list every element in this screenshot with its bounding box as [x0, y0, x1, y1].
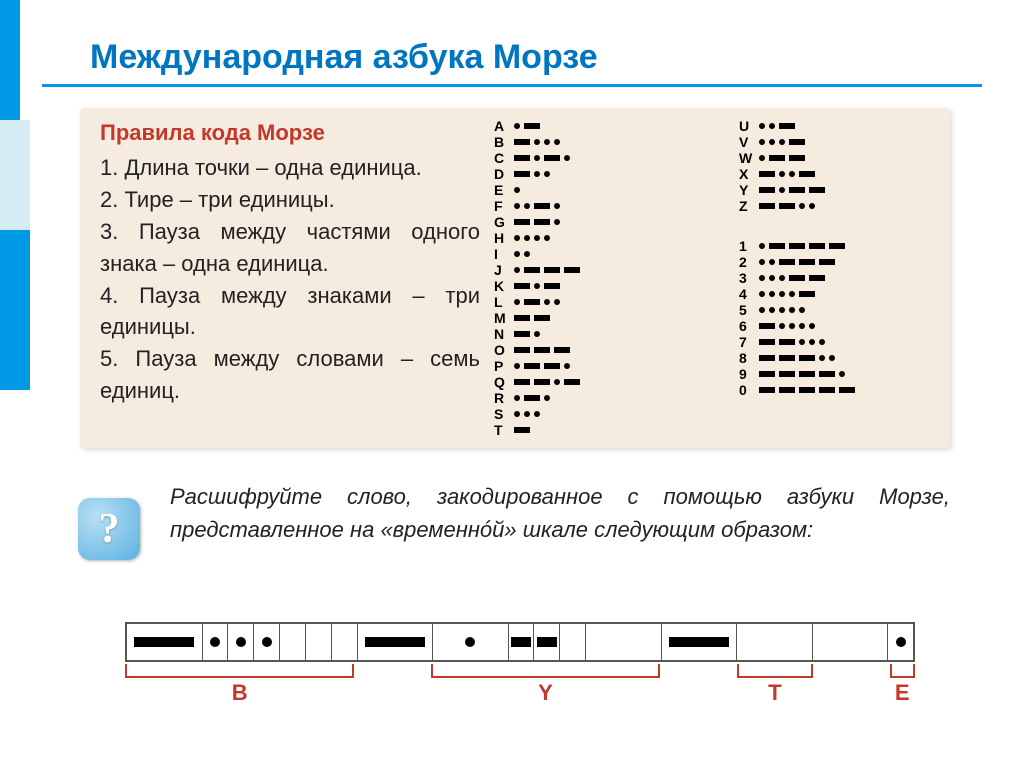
timeline-cell [332, 624, 358, 660]
morse-chart: ABCDEFGHIJKLMNOPQRST UVWXYZ 1234567890 [494, 118, 924, 438]
rules-box: Правила кода Морзе 1. Длина точки – одна… [80, 108, 950, 448]
chart-row: O [494, 342, 582, 358]
chart-row: 0 [739, 382, 857, 398]
morse-timeline [125, 622, 915, 662]
decor-bar-mid [0, 230, 30, 390]
chart-col-2: UVWXYZ [739, 118, 827, 214]
bracket-label: T [737, 680, 813, 706]
chart-row: L [494, 294, 582, 310]
chart-row: Y [739, 182, 827, 198]
chart-row: 5 [739, 302, 857, 318]
timeline-brackets: BYTE [125, 664, 915, 704]
rule-item: 4. Пауза между знаками – три единицы. [100, 280, 480, 344]
chart-row: 6 [739, 318, 857, 334]
chart-col-3: 1234567890 [739, 238, 857, 398]
chart-row: I [494, 246, 582, 262]
bracket-label: E [890, 680, 915, 706]
decor-bar-top [0, 0, 20, 120]
bracket [890, 664, 915, 678]
chart-row: M [494, 310, 582, 326]
chart-row: X [739, 166, 827, 182]
chart-row: Z [739, 198, 827, 214]
chart-row: H [494, 230, 582, 246]
chart-row: R [494, 390, 582, 406]
timeline-cell [534, 624, 560, 660]
timeline-cell [306, 624, 332, 660]
chart-row: Q [494, 374, 582, 390]
chart-row: G [494, 214, 582, 230]
timeline-cell [433, 624, 509, 660]
chart-row: 7 [739, 334, 857, 350]
bracket-label: Y [431, 680, 660, 706]
timeline-cell [127, 624, 203, 660]
chart-row: S [494, 406, 582, 422]
chart-row: 9 [739, 366, 857, 382]
page-title: Международная азбука Морзе [90, 38, 598, 77]
timeline-cell [662, 624, 738, 660]
rule-item: 3. Пауза между частями одного знака – од… [100, 216, 480, 280]
chart-row: B [494, 134, 582, 150]
chart-row: W [739, 150, 827, 166]
chart-row: 2 [739, 254, 857, 270]
chart-row: C [494, 150, 582, 166]
bracket [737, 664, 813, 678]
question-mark: ? [99, 505, 120, 553]
timeline-cell [888, 624, 913, 660]
bracket [431, 664, 660, 678]
timeline-cell [509, 624, 535, 660]
task-text: Расшифруйте слово, закодированное с помо… [170, 480, 950, 546]
chart-col-1: ABCDEFGHIJKLMNOPQRST [494, 118, 582, 438]
timeline-cell [737, 624, 813, 660]
question-icon: ? [78, 498, 140, 560]
chart-row: T [494, 422, 582, 438]
chart-row: N [494, 326, 582, 342]
bracket-label: B [125, 680, 354, 706]
timeline-cell [203, 624, 229, 660]
timeline-cell [813, 624, 889, 660]
chart-row: J [494, 262, 582, 278]
timeline-cell [254, 624, 280, 660]
decor-bar-light [0, 120, 30, 230]
title-underline [42, 84, 982, 87]
timeline-cell [586, 624, 662, 660]
bracket [125, 664, 354, 678]
rule-item: 2. Тире – три единицы. [100, 184, 480, 216]
rules-list: 1. Длина точки – одна единица. 2. Тире –… [100, 152, 480, 407]
chart-row: 4 [739, 286, 857, 302]
chart-row: U [739, 118, 827, 134]
timeline-cell [560, 624, 586, 660]
rule-item: 1. Длина точки – одна единица. [100, 152, 480, 184]
chart-row: 1 [739, 238, 857, 254]
chart-row: K [494, 278, 582, 294]
chart-row: E [494, 182, 582, 198]
timeline-cell [280, 624, 306, 660]
chart-row: P [494, 358, 582, 374]
chart-row: A [494, 118, 582, 134]
chart-row: 3 [739, 270, 857, 286]
chart-row: D [494, 166, 582, 182]
chart-row: 8 [739, 350, 857, 366]
timeline-cell [358, 624, 434, 660]
chart-row: F [494, 198, 582, 214]
chart-row: V [739, 134, 827, 150]
rule-item: 5. Пауза между словами – семь единиц. [100, 343, 480, 407]
timeline-cell [228, 624, 254, 660]
